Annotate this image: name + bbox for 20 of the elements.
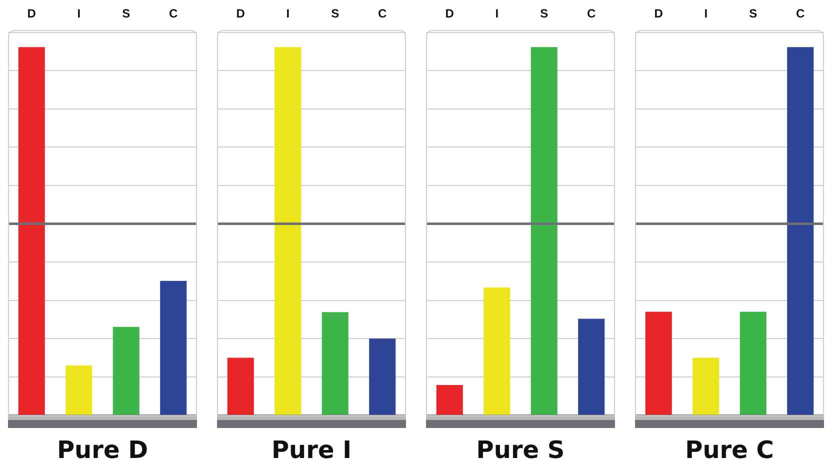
x-tick-label: S: [331, 6, 340, 21]
text: Pure C: [685, 436, 774, 464]
x-tick-label: D: [654, 6, 664, 21]
x-tick-label: I: [77, 6, 81, 21]
text: Pure S: [476, 436, 565, 464]
x-tick-label: I: [704, 6, 708, 21]
x-tick-label: S: [749, 6, 758, 21]
x-tick-label: S: [122, 6, 130, 21]
x-tick-label: I: [495, 6, 499, 21]
x-tick-label: C: [169, 6, 178, 21]
x-tick-label: C: [796, 6, 806, 21]
x-tick-label: D: [236, 6, 246, 21]
x-tick-label: I: [286, 6, 290, 21]
x-tick-label: S: [540, 6, 548, 21]
text: Pure D: [56, 436, 148, 464]
text: Pure I: [271, 436, 352, 464]
x-tick-label: D: [27, 6, 36, 21]
x-tick-label: C: [587, 6, 596, 21]
x-tick-label: C: [378, 6, 388, 21]
x-tick-label: D: [445, 6, 454, 21]
